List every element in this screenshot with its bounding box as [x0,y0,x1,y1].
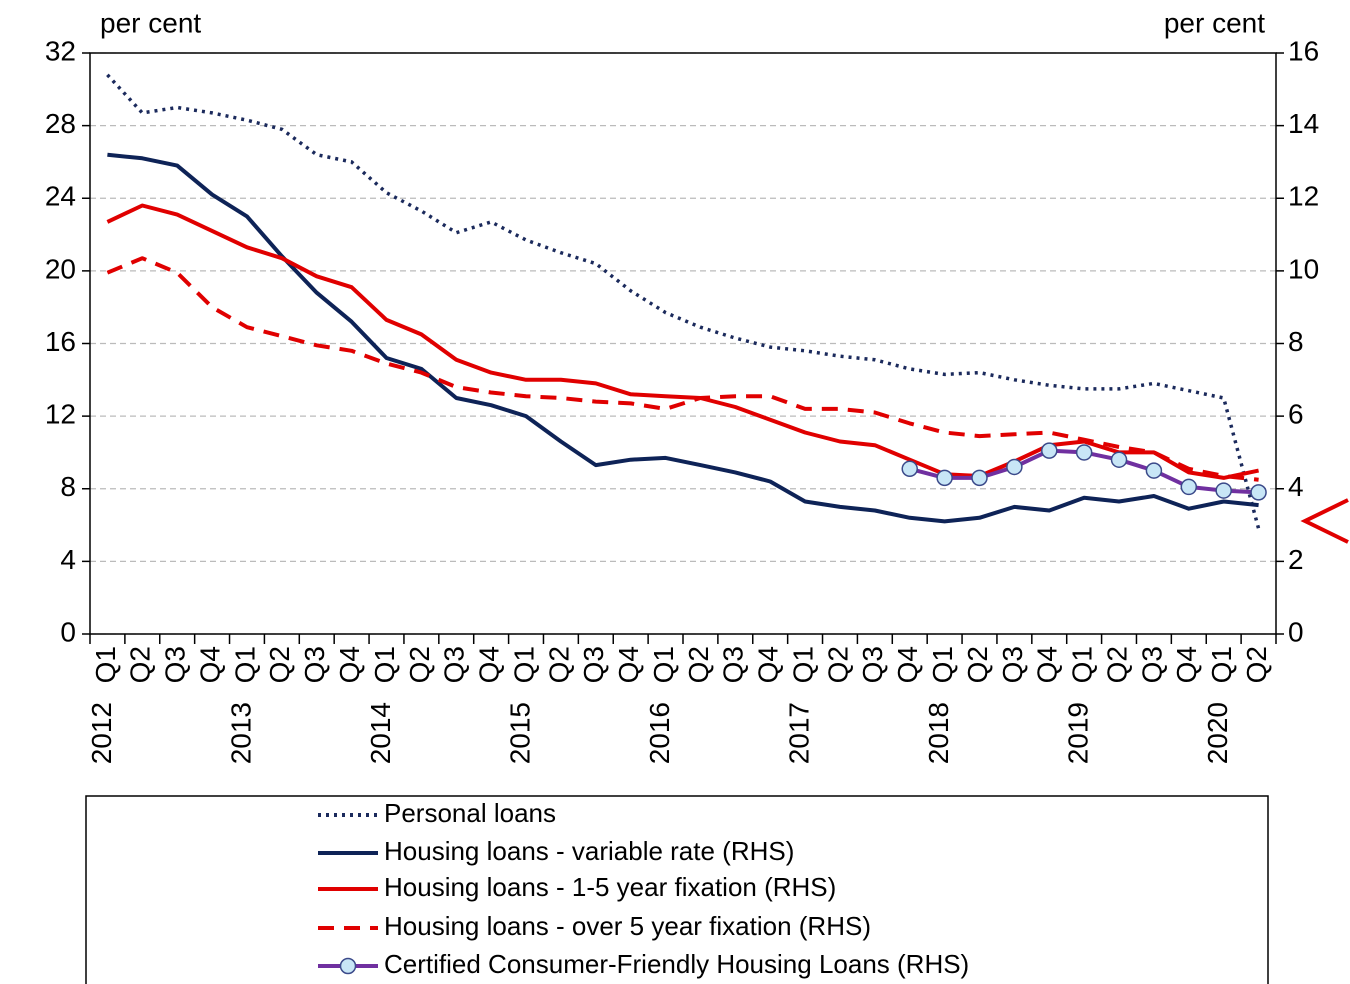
y2-tick-label: 6 [1288,399,1304,430]
x-tick-label: Q1 [90,646,121,683]
series-marker [1041,442,1058,459]
x-tick-label: Q1 [369,646,400,683]
x-group-label: 2013 [225,702,256,764]
series-marker [1006,458,1023,476]
x-tick-label: Q1 [229,646,260,683]
y2-tick-label: 2 [1288,544,1304,575]
legend-label: Housing loans - variable rate (RHS) [384,836,794,866]
x-tick-label: Q2 [1101,646,1132,683]
x-group-label: 2012 [86,702,117,764]
x-tick-label: Q2 [125,646,156,683]
x-group-label: 2015 [504,702,535,764]
series-marker [1250,484,1267,501]
x-group-label: 2014 [365,702,396,764]
y2-tick-label: 16 [1288,35,1319,66]
x-tick-label: Q4 [753,646,784,683]
y-tick-label: 24 [45,181,76,212]
x-tick-label: Q3 [160,646,191,683]
y-tick-label: 32 [45,35,76,66]
legend-label: Housing loans - over 5 year fixation (RH… [384,911,871,941]
series-marker [971,469,988,487]
x-tick-label: Q1 [648,646,679,683]
y-tick-label: 16 [45,326,76,357]
series-marker [1215,482,1232,499]
y-tick-label: 12 [45,399,76,430]
legend-label: Housing loans - 1-5 year fixation (RHS) [384,872,836,902]
x-tick-label: Q2 [264,646,295,683]
series-marker [1145,462,1163,479]
x-tick-label: Q3 [299,646,330,683]
x-tick-label: Q4 [613,646,644,683]
series-marker [901,460,918,478]
y-tick-label: 20 [45,253,76,284]
x-tick-label: Q4 [474,646,505,683]
x-tick-label: Q3 [439,646,470,683]
x-tick-label: Q2 [543,646,574,683]
y2-tick-label: 8 [1288,326,1304,357]
x-tick-label: Q2 [683,646,714,683]
y-tick-label: 8 [60,471,76,502]
x-tick-label: Q2 [822,646,853,683]
x-tick-label: Q4 [194,646,225,683]
legend-label: Personal loans [384,798,556,828]
x-tick-label: Q3 [578,646,609,683]
series-line [107,152,1259,524]
x-tick-label: Q4 [1171,646,1202,683]
x-tick-label: Q1 [1067,646,1098,683]
y2-tick-label: 4 [1288,471,1304,502]
x-group-label: 2018 [923,702,954,764]
x-tick-label: Q3 [1136,646,1167,683]
x-tick-label: Q2 [404,646,435,683]
x-tick-label: Q2 [962,646,993,683]
y2-axis-label: per cent [1164,7,1265,38]
x-tick-label: Q1 [787,646,818,683]
series-marker [1110,451,1128,468]
x-tick-label: Q2 [1241,646,1272,683]
legend-box [85,795,1269,984]
series-marker [1075,444,1093,461]
y-axis-label: per cent [100,7,201,38]
x-tick-label: Q1 [508,646,539,683]
x-group-label: 2017 [783,702,814,764]
legend-marker [339,957,357,975]
x-tick-label: Q4 [334,646,365,683]
y2-tick-label: 10 [1288,253,1319,284]
y2-tick-label: 12 [1288,181,1319,212]
x-tick-label: Q4 [892,646,923,683]
x-tick-label: Q3 [857,646,888,683]
y2-tick-label: 14 [1288,108,1319,139]
series-line [106,256,1259,482]
x-tick-label: Q4 [1032,646,1063,683]
y2-tick-label: 0 [1288,616,1304,647]
series-marker [936,469,953,487]
x-tick-label: Q1 [1206,646,1237,683]
series-marker [1180,478,1198,496]
x-group-label: 2016 [644,702,675,764]
x-group-label: 2020 [1202,702,1233,764]
x-tick-label: Q3 [718,646,749,683]
y-tick-label: 0 [60,616,76,647]
x-group-label: 2019 [1063,702,1094,764]
x-tick-label: Q3 [997,646,1028,683]
pointer-arrow [1300,498,1349,544]
legend-label: Certified Consumer-Friendly Housing Loan… [384,949,969,979]
series-line [106,203,1260,480]
y-tick-label: 28 [45,108,76,139]
y-tick-label: 4 [60,544,76,575]
x-tick-label: Q1 [927,646,958,683]
